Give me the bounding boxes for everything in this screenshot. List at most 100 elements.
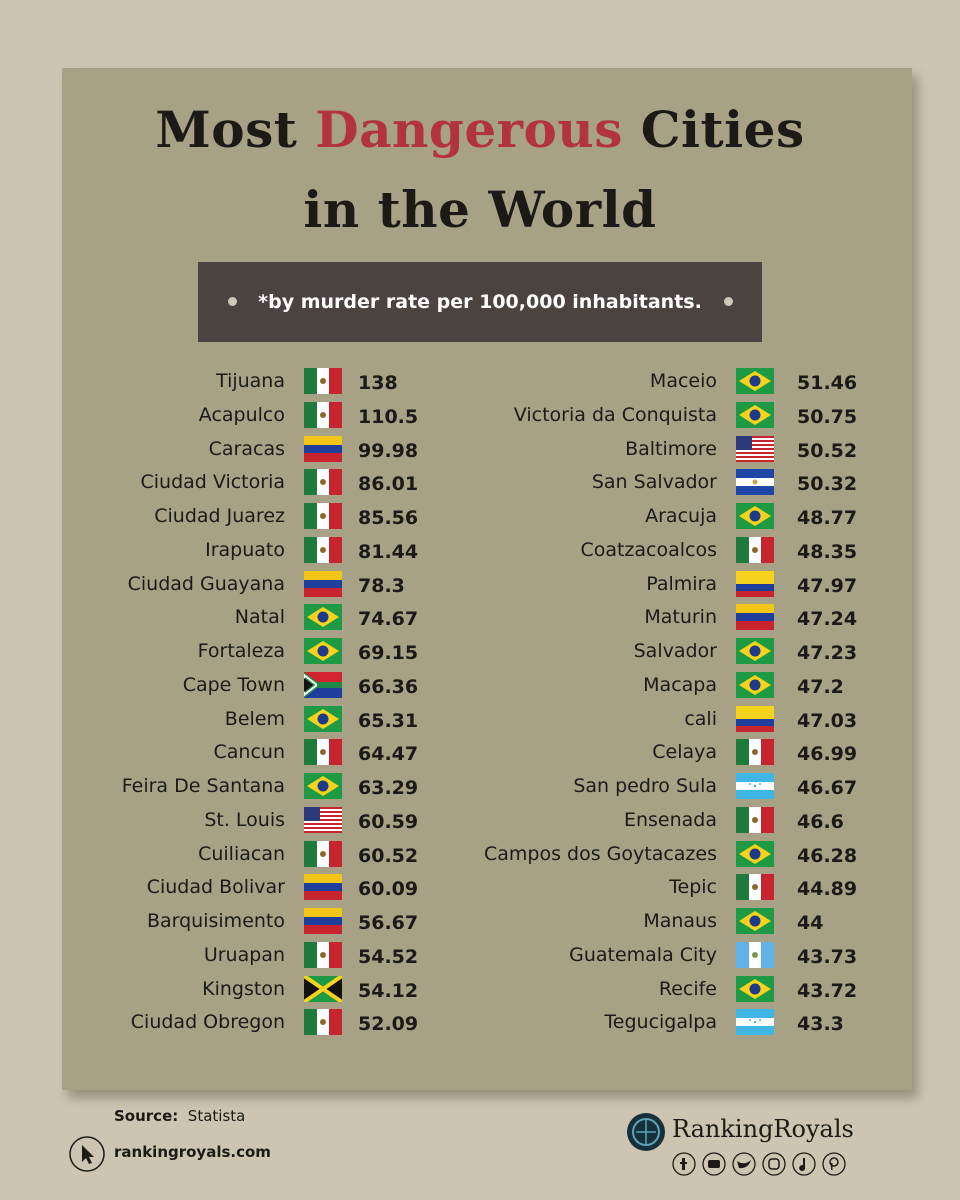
murder-rate: 56.67 — [358, 912, 419, 934]
city-name: Coatzacoalcos — [580, 538, 717, 561]
flag-icon — [736, 536, 774, 563]
city-name: Salvador — [633, 640, 717, 662]
murder-rate: 85.56 — [358, 507, 419, 529]
city-name: Ciudad Obregon — [130, 1011, 285, 1034]
source: Source: Statista — [114, 1107, 245, 1125]
murder-rate: 47.24 — [797, 608, 858, 631]
city-name: Cape Town — [182, 673, 285, 696]
city-name: Tijuana — [216, 370, 285, 392]
flag-icon — [304, 773, 342, 799]
murder-rate: 52.09 — [358, 1013, 419, 1036]
city-name: Barquisimento — [146, 910, 285, 932]
murder-rate: 138 — [358, 372, 398, 394]
source-name: Statista — [187, 1107, 246, 1125]
city-name: Maceio — [649, 370, 717, 392]
flag-icon — [736, 840, 774, 867]
flag-icon — [304, 739, 342, 766]
dot — [228, 297, 237, 306]
social-icons[interactable] — [670, 1150, 860, 1178]
murder-rate: 44.89 — [797, 878, 858, 901]
flag-icon — [304, 806, 342, 833]
murder-rate: 66.36 — [358, 675, 419, 698]
flag-icon — [736, 1009, 774, 1036]
flag-icon — [736, 773, 774, 799]
city-name: Uruapan — [203, 943, 285, 966]
city-name: Kingston — [202, 977, 285, 1000]
city-name: Ciudad Victoria — [140, 471, 285, 494]
murder-rate: 110.5 — [358, 405, 419, 428]
city-name: Ciudad Guayana — [127, 572, 285, 595]
murder-rate: 43.72 — [797, 979, 858, 1002]
source-label: Source: — [114, 1107, 179, 1125]
flag-icon — [736, 469, 774, 496]
flag-icon — [736, 739, 774, 766]
murder-rate: 60.52 — [358, 844, 419, 867]
murder-rate: 64.47 — [358, 743, 419, 766]
flag-icon — [736, 806, 774, 833]
flag-icon — [304, 705, 342, 732]
murder-rate: 65.31 — [358, 709, 419, 732]
flag-icon — [304, 1009, 342, 1036]
title-highlight: Dangerous — [315, 100, 623, 159]
city-name: St. Louis — [204, 808, 285, 831]
flag-icon — [304, 908, 342, 934]
flag-icon — [304, 435, 342, 462]
murder-rate: 54.52 — [358, 945, 419, 968]
flag-icon — [736, 975, 774, 1002]
flag-icon — [736, 401, 774, 428]
flag-icon — [736, 941, 774, 968]
city-name: Palmira — [646, 572, 717, 595]
murder-rate: 47.97 — [797, 574, 858, 597]
murder-rate: 81.44 — [358, 540, 419, 563]
flag-icon — [304, 536, 342, 563]
murder-rate: 69.15 — [358, 642, 419, 664]
flag-icon — [304, 401, 342, 428]
city-name: Baltimore — [625, 437, 717, 460]
flag-icon — [736, 671, 774, 698]
flag-icon — [736, 874, 774, 901]
murder-rate: 43.3 — [797, 1013, 844, 1036]
murder-rate: 47.03 — [797, 709, 858, 732]
murder-rate: 46.28 — [797, 844, 858, 867]
city-name: Guatemala City — [569, 943, 717, 966]
flag-icon — [736, 435, 774, 462]
city-name: Manaus — [643, 910, 717, 932]
murder-rate: 50.75 — [797, 405, 858, 428]
city-name: Macapa — [643, 673, 717, 696]
city-name: Fortaleza — [197, 640, 285, 662]
flag-icon — [304, 638, 342, 664]
city-name: Ciudad Juarez — [154, 505, 285, 527]
city-name: Ensenada — [623, 808, 717, 831]
city-name: Maturin — [644, 606, 717, 629]
website[interactable]: rankingroyals.com — [114, 1143, 271, 1161]
city-name: Natal — [234, 606, 285, 629]
city-name: Campos dos Goytacazes — [483, 842, 717, 865]
city-name: Tegucigalpa — [604, 1011, 717, 1034]
city-name: Belem — [224, 707, 285, 730]
title-line-2: in the World — [303, 180, 657, 239]
city-name: Feira De Santana — [121, 775, 285, 797]
flag-icon — [304, 874, 342, 901]
flag-icon — [304, 503, 342, 529]
murder-rate: 43.73 — [797, 945, 858, 968]
flag-icon — [736, 908, 774, 934]
city-name: Recife — [658, 977, 717, 1000]
subtitle-box — [198, 262, 762, 342]
city-name: San Salvador — [591, 471, 717, 494]
city-name: Ciudad Bolivar — [146, 876, 285, 899]
city-name: Acapulco — [198, 403, 285, 426]
dot — [724, 297, 733, 306]
flag-icon — [304, 368, 342, 394]
murder-rate: 99.98 — [358, 439, 419, 462]
murder-rate: 78.3 — [358, 574, 405, 597]
flag-icon — [736, 570, 774, 597]
murder-rate: 54.12 — [358, 979, 419, 1002]
murder-rate: 48.35 — [797, 540, 858, 563]
flag-icon — [304, 604, 342, 631]
flag-icon — [304, 975, 342, 1002]
title-line-1: Most Dangerous Cities — [0, 100, 960, 159]
murder-rate: 50.32 — [797, 473, 858, 496]
city-name: Tepic — [669, 876, 717, 899]
brand: RankingRoyals — [672, 1115, 854, 1143]
